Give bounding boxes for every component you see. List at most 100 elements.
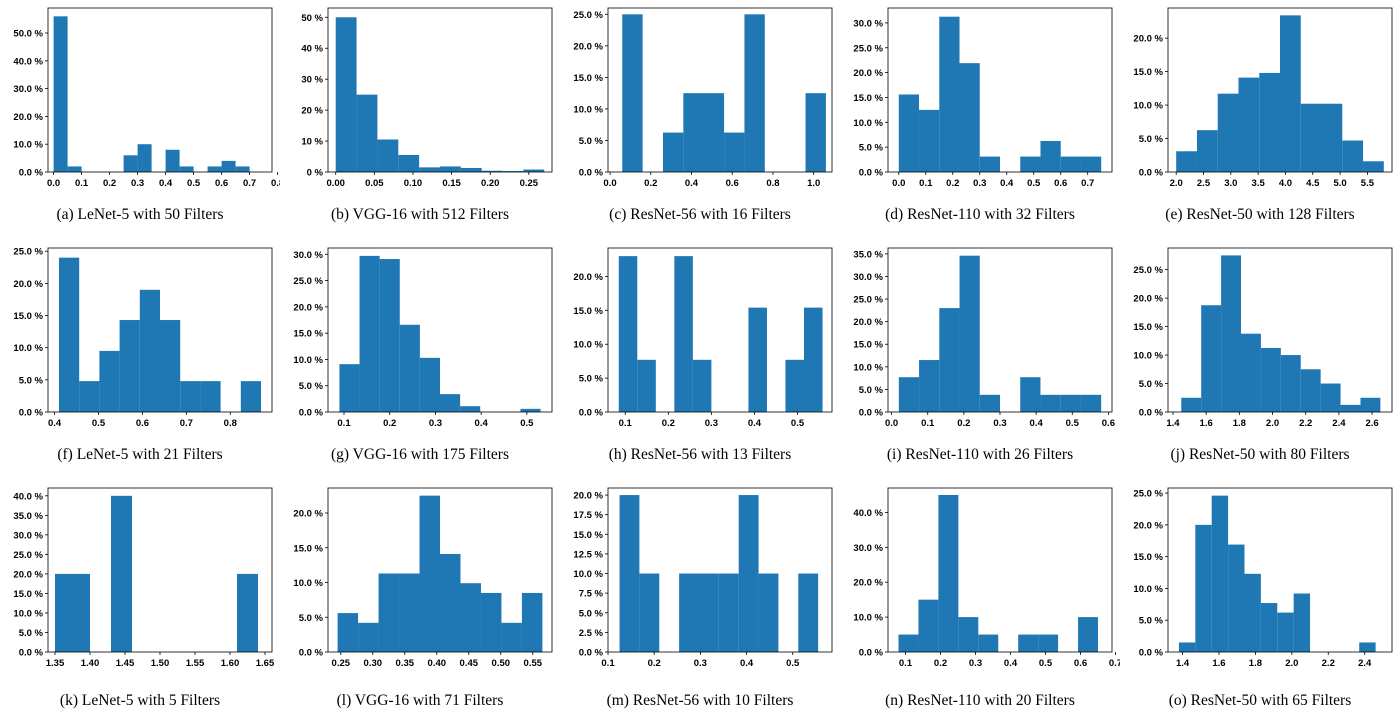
y-tick-label: 0.0 % <box>1139 648 1164 659</box>
y-tick-label: 0.0 % <box>859 648 884 659</box>
histogram-bar <box>1238 77 1260 172</box>
y-tick-label: 20.0 % <box>853 68 883 79</box>
y-tick-label: 5.0 % <box>299 613 324 624</box>
histogram-bar <box>1359 642 1376 652</box>
histogram-bar <box>419 357 440 412</box>
histogram-bar <box>1178 642 1196 652</box>
histogram-chart: 0.0 % 10.0 % 20.0 % 30.0 % 40.0 % 0.1 0.2 0.3 0.… <box>853 487 1120 669</box>
histogram-panel: 0.0 % 5.0 % 10.0 % 15.0 % 20.0 % 25.0 % 0.4 0.5… <box>0 240 280 480</box>
histogram-panel: 0.0 % 5.0 % 10.0 % 15.0 % 20.0 % 25.0 % 30.0 %… <box>840 0 1120 240</box>
plot-frame <box>327 247 553 413</box>
x-tick-label: 2.6 <box>1365 418 1378 429</box>
histogram-bar <box>179 166 194 172</box>
x-tick-label: 0.25 <box>520 178 539 189</box>
y-tick-label: 20.0 % <box>13 569 43 580</box>
x-tick-label: 0.00 <box>326 178 345 189</box>
histogram-bar <box>1038 634 1059 652</box>
y-tick-label: 20.0 % <box>573 491 603 502</box>
x-tick-label: 0.1 <box>919 178 933 189</box>
x-tick-label: 0.50 <box>492 658 511 669</box>
plot-frame <box>607 7 833 173</box>
y-tick-label: 15.0 % <box>1133 67 1163 78</box>
x-tick-label: 0.1 <box>601 658 615 669</box>
y-tick-label: 0 % <box>307 168 324 179</box>
y-tick-label: 40 % <box>301 44 323 55</box>
histogram-bar <box>724 132 745 172</box>
y-tick-label: 15.0 % <box>853 340 883 351</box>
histogram-panel: 0.0 % 5.0 % 10.0 % 15.0 % 20.0 % 25.0 % 30.0 %… <box>0 480 280 720</box>
histogram-bar <box>939 308 960 412</box>
y-tick-label: 20.0 % <box>1133 294 1163 305</box>
histogram-bar <box>481 170 503 172</box>
x-tick-label: 1.8 <box>1249 658 1262 669</box>
y-tick-label: 20.0 % <box>853 317 883 328</box>
histogram-bar <box>1020 377 1041 412</box>
x-tick-label: 0.1 <box>75 178 89 189</box>
x-tick-label: 0.45 <box>460 658 479 669</box>
histogram-bar <box>1078 617 1098 652</box>
x-tick-label: 0.8 <box>766 178 779 189</box>
chart-caption: (o) ResNet-50 with 65 Filters <box>1168 692 1352 709</box>
y-tick-label: 40.0 % <box>13 56 43 67</box>
x-tick-label: 2.4 <box>1358 658 1372 669</box>
histogram-bar <box>501 622 522 652</box>
chart-caption: (g) VGG-16 with 175 Filters <box>331 446 509 463</box>
x-tick-label: 1.4 <box>1166 418 1180 429</box>
histogram-bar <box>1176 151 1197 172</box>
histogram-bar <box>337 613 359 652</box>
histogram-panel: 0 % 10 % 20 % 30 % 40 % 50 % 0.00 0.05 0.10 0.15 0… <box>280 0 560 240</box>
y-tick-label: 10.0 % <box>13 140 43 151</box>
x-tick-label: 1.8 <box>1233 418 1246 429</box>
plot-frame <box>1167 247 1393 413</box>
histogram-bar <box>1300 369 1321 412</box>
histogram-chart: 0.0 % 5.0 % 10.0 % 15.0 % 20.0 % 25.0 % 1.4 1.6… <box>1133 487 1393 669</box>
y-tick-label: 35.0 % <box>853 249 883 260</box>
histogram-bar <box>378 573 400 652</box>
y-tick-label: 20.0 % <box>1133 520 1163 531</box>
x-tick-label: 0.5 <box>520 418 534 429</box>
y-tick-label: 40.0 % <box>13 491 43 502</box>
histogram-bar <box>165 149 180 172</box>
x-tick-label: 0.0 <box>47 178 60 189</box>
histogram-bar <box>1040 394 1061 412</box>
histogram-bar <box>674 256 693 412</box>
histogram-chart: 0.0 % 5.0 % 10.0 % 15.0 % 20.0 % 25.0 % 30.0 %… <box>853 7 1113 189</box>
y-tick-label: 25.0 % <box>573 10 603 21</box>
x-tick-label: 1.0 <box>807 178 820 189</box>
y-tick-label: 0.0 % <box>299 648 324 659</box>
histogram-chart: 0.0 % 5.0 % 10.0 % 15.0 % 20.0 % 25.0 % 0.0 0.2… <box>573 7 833 189</box>
histogram-bar <box>1260 603 1278 652</box>
histogram-panel: 0.0 % 2.5 % 5.0 % 7.5 % 10.0 % 12.5 % 15.0 % 17… <box>560 480 840 720</box>
histogram-chart: 0.0 % 5.0 % 10.0 % 15.0 % 20.0 % 2.0 2.5 3.0 3.5… <box>1133 7 1393 189</box>
histogram-bar <box>1040 140 1061 172</box>
histogram-bar <box>618 256 638 412</box>
x-tick-label: 0.0 <box>892 178 905 189</box>
x-tick-label: 0.7 <box>180 418 193 429</box>
histogram-bar <box>637 359 656 412</box>
y-tick-label: 15.0 % <box>293 329 323 340</box>
chart-caption: (n) ResNet-110 with 20 Filters <box>885 692 1075 709</box>
histogram-bar <box>523 169 545 172</box>
histogram-bar <box>938 494 959 652</box>
y-tick-label: 10.0 % <box>573 340 603 351</box>
histogram-panel: 0.0 % 5.0 % 10.0 % 15.0 % 20.0 % 25.0 % 1.4 1.6… <box>1120 480 1400 720</box>
y-tick-label: 20 % <box>301 106 323 117</box>
y-tick-label: 30.0 % <box>13 530 43 541</box>
x-tick-label: 2.0 <box>1170 178 1183 189</box>
x-tick-label: 0.0 <box>603 178 616 189</box>
chart-caption: (c) ResNet-56 with 16 Filters <box>609 206 791 223</box>
y-tick-label: 5.0 % <box>579 136 604 147</box>
x-tick-label: 0.6 <box>726 178 739 189</box>
histogram-bar <box>99 350 120 412</box>
x-tick-label: 0.1 <box>921 418 935 429</box>
y-tick-label: 0.0 % <box>299 408 324 419</box>
x-tick-label: 0.15 <box>442 178 461 189</box>
y-tick-label: 0.0 % <box>859 408 884 419</box>
histogram-panel: 0.0 % 5.0 % 10.0 % 15.0 % 20.0 % 25.0 % 0.0 0.2… <box>560 0 840 240</box>
histogram-bar <box>1196 130 1218 172</box>
y-tick-label: 15.0 % <box>573 73 603 84</box>
x-tick-label: 2.5 <box>1197 178 1211 189</box>
histogram-bar <box>1080 156 1102 172</box>
y-tick-label: 10.0 % <box>853 613 883 624</box>
x-tick-label: 0.4 <box>475 418 489 429</box>
